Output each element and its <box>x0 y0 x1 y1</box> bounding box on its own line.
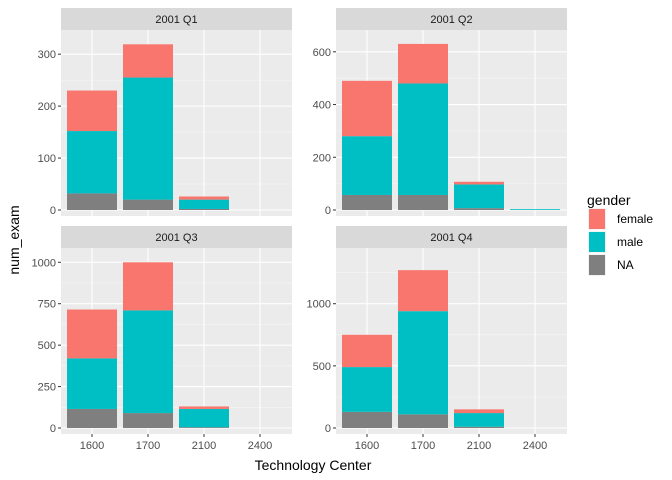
bar-segment-female-1600 <box>342 334 392 368</box>
facet-strip <box>336 8 567 30</box>
legend-label-male: male <box>617 235 643 249</box>
bar-segment-na-2100 <box>454 426 504 428</box>
bar-segment-female-1600 <box>67 309 117 359</box>
x-tick-label: 2100 <box>192 440 216 452</box>
bar-segment-na-1600 <box>342 411 392 428</box>
bar-segment-na-1600 <box>67 193 117 210</box>
facet-strip <box>336 226 567 248</box>
bar-segment-male-2100 <box>454 184 504 209</box>
bar-segment-male-2400 <box>510 209 560 211</box>
x-tick-label: 1600 <box>355 440 379 452</box>
bar-segment-na-1700 <box>398 194 448 210</box>
legend-swatch-female <box>589 209 605 229</box>
bar-segment-female-1600 <box>67 90 117 132</box>
y-tick-label: 0 <box>50 423 56 435</box>
bar-segment-female-1700 <box>398 270 448 312</box>
facet-title: 2001 Q2 <box>430 14 472 26</box>
x-tick-label: 1700 <box>411 440 435 452</box>
x-tick-label: 1700 <box>136 440 160 452</box>
legend: gender female male NA <box>587 192 653 276</box>
y-axis-title: num_exam <box>6 205 22 274</box>
facet-title: 2001 Q1 <box>155 14 197 26</box>
bar-segment-na-1600 <box>342 194 392 210</box>
bar-segment-male-1700 <box>123 310 173 414</box>
y-tick-label: 250 <box>38 382 56 394</box>
bar-segment-male-1600 <box>342 136 392 195</box>
legend-label-female: female <box>617 212 653 226</box>
y-tick-label: 0 <box>50 205 56 217</box>
y-tick-label: 300 <box>38 49 56 61</box>
facet-title: 2001 Q3 <box>155 232 197 244</box>
bar-segment-male-2100 <box>179 199 229 209</box>
bar-segment-na-1700 <box>123 199 173 210</box>
y-tick-label: 1000 <box>32 257 56 269</box>
y-tick-label: 400 <box>313 100 331 112</box>
legend-title: gender <box>587 192 631 208</box>
bar-segment-female-2100 <box>179 406 229 409</box>
bar-segment-na-2100 <box>179 427 229 428</box>
bar-segment-male-1700 <box>398 83 448 195</box>
bar-segment-na-1700 <box>398 414 448 428</box>
legend-swatch-na <box>589 255 605 275</box>
y-tick-label: 500 <box>38 340 56 352</box>
facet-strip <box>61 8 292 30</box>
y-tick-label: 750 <box>38 299 56 311</box>
bar-segment-female-2100 <box>454 181 504 185</box>
x-axis-title: Technology Center <box>255 457 372 473</box>
y-tick-label: 600 <box>313 47 331 59</box>
bar-segment-female-1600 <box>342 80 392 137</box>
bar-segment-male-1600 <box>67 358 117 409</box>
bar-segment-female-1700 <box>123 44 173 78</box>
bar-segment-female-2100 <box>179 196 229 200</box>
y-tick-label: 100 <box>38 153 56 165</box>
y-tick-label: 200 <box>38 101 56 113</box>
panel-2001-q3: 2001 Q3 0 250 500 750 1000 1600 1700 2100 2400 <box>32 226 292 452</box>
panel-2001-q4: 2001 Q4 0 500 1000 1600 1700 2100 2400 <box>307 226 567 452</box>
legend-swatch-male <box>589 232 605 252</box>
bar-segment-male-1600 <box>67 131 117 194</box>
bar-segment-na-2100 <box>454 208 504 210</box>
y-tick-label: 1000 <box>307 299 331 311</box>
bar-segment-male-1700 <box>123 77 173 200</box>
panel-2001-q2: 2001 Q2 0 200 400 600 <box>313 8 567 217</box>
x-tick-label: 2400 <box>523 440 547 452</box>
y-tick-label: 0 <box>325 205 331 217</box>
bar-segment-male-1700 <box>398 311 448 415</box>
bar-segment-male-2100 <box>454 413 504 427</box>
y-tick-label: 500 <box>313 361 331 373</box>
bar-segment-na-1700 <box>123 413 173 428</box>
x-tick-label: 2100 <box>467 440 491 452</box>
bar-segment-female-1700 <box>123 262 173 311</box>
facet-strip <box>61 226 292 248</box>
x-tick-label: 2400 <box>248 440 272 452</box>
y-tick-label: 200 <box>313 152 331 164</box>
bar-segment-na-2100 <box>179 208 229 210</box>
legend-label-na: NA <box>617 258 634 272</box>
bar-segment-male-2100 <box>179 408 229 428</box>
bar-segment-female-2100 <box>454 409 504 414</box>
bar-segment-na-1600 <box>67 408 117 428</box>
panel-2001-q1: 2001 Q1 0 100 200 300 <box>38 8 292 217</box>
y-tick-label: 0 <box>325 423 331 435</box>
bar-segment-male-1600 <box>342 367 392 412</box>
facet-title: 2001 Q4 <box>430 232 472 244</box>
x-tick-label: 1600 <box>80 440 104 452</box>
bar-segment-female-1700 <box>398 43 448 84</box>
